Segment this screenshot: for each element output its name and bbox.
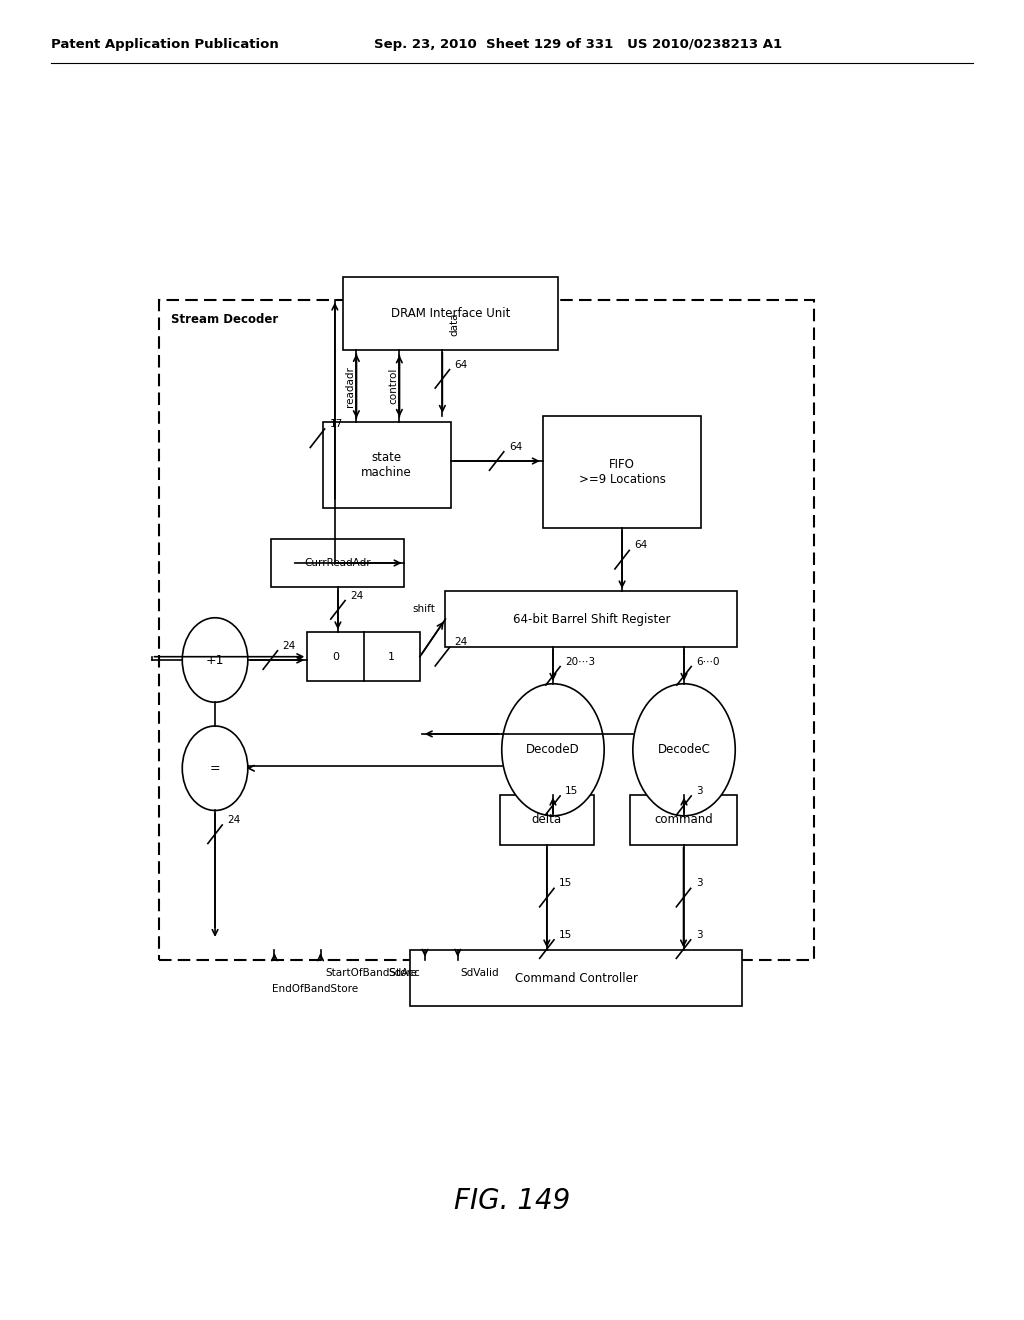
Text: 24: 24 (455, 638, 468, 648)
Text: 24: 24 (283, 640, 296, 651)
Circle shape (182, 726, 248, 810)
Text: 24: 24 (227, 814, 241, 825)
Text: FIFO
>=9 Locations: FIFO >=9 Locations (579, 458, 666, 486)
FancyBboxPatch shape (307, 632, 420, 681)
FancyBboxPatch shape (543, 416, 701, 528)
Text: CurrReadAdr: CurrReadAdr (304, 558, 372, 568)
Text: state
machine: state machine (361, 451, 412, 479)
Text: 3: 3 (696, 878, 702, 888)
Text: 64-bit Barrel Shift Register: 64-bit Barrel Shift Register (513, 612, 670, 626)
Text: +1: +1 (206, 653, 224, 667)
FancyBboxPatch shape (500, 795, 594, 845)
FancyBboxPatch shape (323, 422, 451, 508)
Text: Sep. 23, 2010  Sheet 129 of 331   US 2010/0238213 A1: Sep. 23, 2010 Sheet 129 of 331 US 2010/0… (374, 38, 782, 51)
Text: data: data (450, 313, 460, 337)
FancyBboxPatch shape (630, 795, 737, 845)
Text: readadr: readadr (345, 366, 355, 407)
Text: DRAM Interface Unit: DRAM Interface Unit (391, 308, 510, 319)
Circle shape (502, 684, 604, 816)
Text: Patent Application Publication: Patent Application Publication (51, 38, 279, 51)
Text: 15: 15 (559, 878, 572, 888)
Text: control: control (388, 368, 398, 404)
Text: Stream Decoder: Stream Decoder (171, 313, 279, 326)
Text: 3: 3 (696, 929, 702, 940)
FancyBboxPatch shape (271, 539, 404, 587)
Text: =: = (210, 762, 220, 775)
Text: 24: 24 (350, 590, 364, 601)
Text: DecodeC: DecodeC (657, 743, 711, 756)
Text: Command Controller: Command Controller (515, 972, 637, 985)
FancyBboxPatch shape (410, 950, 742, 1006)
Text: 6⋯0: 6⋯0 (696, 656, 720, 667)
Text: SdAcc: SdAcc (388, 968, 420, 978)
Text: 0: 0 (332, 652, 339, 661)
Circle shape (182, 618, 248, 702)
Text: FIG. 149: FIG. 149 (454, 1187, 570, 1216)
Circle shape (633, 684, 735, 816)
Text: 64: 64 (509, 442, 522, 451)
Text: 17: 17 (330, 418, 343, 429)
FancyBboxPatch shape (445, 591, 737, 647)
Text: delta: delta (531, 813, 562, 826)
Text: DecodeD: DecodeD (526, 743, 580, 756)
Text: EndOfBandStore: EndOfBandStore (272, 983, 358, 994)
Text: command: command (654, 813, 713, 826)
Text: 64: 64 (455, 359, 468, 370)
Text: StartOfBandStore: StartOfBandStore (326, 968, 418, 978)
Text: shift: shift (413, 603, 435, 614)
Text: 64: 64 (635, 540, 647, 550)
Text: 1: 1 (388, 652, 395, 661)
Text: 3: 3 (696, 785, 702, 796)
Text: 15: 15 (559, 929, 572, 940)
Text: 15: 15 (565, 785, 579, 796)
FancyBboxPatch shape (343, 277, 558, 350)
Text: SdValid: SdValid (461, 968, 500, 978)
Text: 20⋯3: 20⋯3 (565, 656, 595, 667)
FancyBboxPatch shape (159, 300, 814, 960)
